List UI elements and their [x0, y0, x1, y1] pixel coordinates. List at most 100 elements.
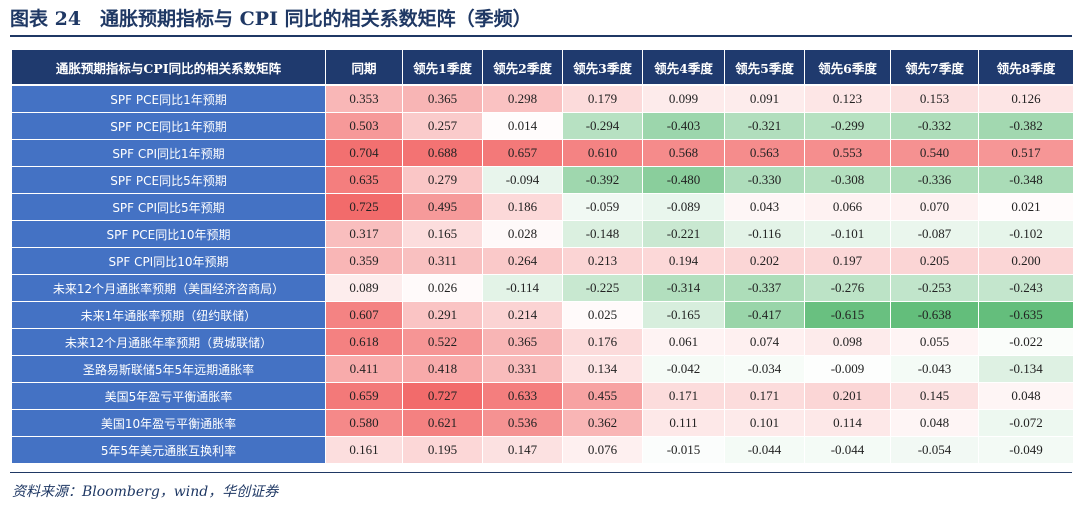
- correlation-cell: 0.522: [403, 329, 483, 356]
- corner-header: 通胀预期指标与CPI同比的相关系数矩阵: [12, 50, 326, 86]
- correlation-cell: 0.195: [403, 437, 483, 464]
- correlation-cell: 0.171: [643, 383, 725, 410]
- table-row: 未来12个月通胀率预期（美国经济咨商局） 0.089 0.026 -0.114 -0.2…: [12, 275, 1074, 302]
- row-label: SPF PCE同比5年预期: [12, 167, 326, 194]
- correlation-cell: -0.015: [643, 437, 725, 464]
- correlation-cell: -0.043: [891, 356, 979, 383]
- correlation-cell: -0.243: [979, 275, 1074, 302]
- table-body: SPF PCE同比1年预期 0.353 0.365 0.298 0.179 0.099 0.…: [12, 86, 1074, 464]
- correlation-cell: 0.362: [563, 410, 643, 437]
- table-row: 美国10年盈亏平衡通胀率 0.580 0.621 0.536 0.362 0.111 0.1…: [12, 410, 1074, 437]
- correlation-cell: -0.308: [805, 167, 891, 194]
- row-label: 圣路易斯联储5年5年远期通胀率: [12, 356, 326, 383]
- correlation-cell: 0.688: [403, 140, 483, 167]
- correlation-cell: 0.176: [563, 329, 643, 356]
- correlation-cell: -0.253: [891, 275, 979, 302]
- correlation-cell: 0.101: [725, 410, 805, 437]
- correlation-cell: 0.043: [725, 194, 805, 221]
- correlation-cell: 0.455: [563, 383, 643, 410]
- correlation-cell: 0.070: [891, 194, 979, 221]
- correlation-cell: 0.503: [326, 113, 403, 140]
- correlation-cell: -0.114: [483, 275, 563, 302]
- correlation-cell: 0.365: [403, 86, 483, 113]
- row-label: 美国10年盈亏平衡通胀率: [12, 410, 326, 437]
- correlation-cell: 0.553: [805, 140, 891, 167]
- correlation-cell: -0.044: [725, 437, 805, 464]
- correlation-cell: 0.048: [891, 410, 979, 437]
- table-row: 未来12个月通胀年率预期（费城联储） 0.618 0.522 0.365 0.176 0.…: [12, 329, 1074, 356]
- correlation-cell: -0.321: [725, 113, 805, 140]
- column-header: 领先3季度: [563, 50, 643, 86]
- table-row: SPF PCE同比5年预期 0.635 0.279 -0.094 -0.392 -0.48…: [12, 167, 1074, 194]
- correlation-cell: -0.330: [725, 167, 805, 194]
- source-divider: [10, 472, 1072, 473]
- correlation-cell: 0.091: [725, 86, 805, 113]
- correlation-cell: 0.061: [643, 329, 725, 356]
- correlation-cell: -0.348: [979, 167, 1074, 194]
- correlation-cell: -0.087: [891, 221, 979, 248]
- correlation-cell: 0.353: [326, 86, 403, 113]
- correlation-cell: -0.022: [979, 329, 1074, 356]
- correlation-cell: 0.517: [979, 140, 1074, 167]
- row-label: SPF CPI同比5年预期: [12, 194, 326, 221]
- correlation-cell: -0.392: [563, 167, 643, 194]
- correlation-cell: 0.165: [403, 221, 483, 248]
- correlation-cell: -0.221: [643, 221, 725, 248]
- correlation-cell: 0.028: [483, 221, 563, 248]
- correlation-cell: 0.126: [979, 86, 1074, 113]
- correlation-cell: 0.657: [483, 140, 563, 167]
- correlation-cell: -0.403: [643, 113, 725, 140]
- correlation-cell: 0.635: [326, 167, 403, 194]
- correlation-cell: -0.294: [563, 113, 643, 140]
- correlation-cell: -0.054: [891, 437, 979, 464]
- correlation-cell: 0.076: [563, 437, 643, 464]
- correlation-cell: 0.055: [891, 329, 979, 356]
- correlation-cell: 0.089: [326, 275, 403, 302]
- correlation-cell: 0.066: [805, 194, 891, 221]
- correlation-cell: 0.704: [326, 140, 403, 167]
- column-header: 领先7季度: [891, 50, 979, 86]
- correlation-cell: -0.102: [979, 221, 1074, 248]
- row-label: 未来12个月通胀年率预期（费城联储）: [12, 329, 326, 356]
- correlation-cell: 0.205: [891, 248, 979, 275]
- correlation-cell: 0.145: [891, 383, 979, 410]
- correlation-cell: -0.276: [805, 275, 891, 302]
- correlation-cell: 0.123: [805, 86, 891, 113]
- correlation-cell: 0.291: [403, 302, 483, 329]
- correlation-cell: 0.200: [979, 248, 1074, 275]
- correlation-cell: -0.337: [725, 275, 805, 302]
- correlation-cell: 0.607: [326, 302, 403, 329]
- correlation-cell: 0.359: [326, 248, 403, 275]
- row-label: 美国5年盈亏平衡通胀率: [12, 383, 326, 410]
- correlation-cell: 0.179: [563, 86, 643, 113]
- correlation-cell: 0.147: [483, 437, 563, 464]
- figure-title: 图表 24 通胀预期指标与 CPI 同比的相关系数矩阵（季频）: [10, 8, 532, 30]
- correlation-cell: -0.049: [979, 437, 1074, 464]
- row-label: SPF CPI同比10年预期: [12, 248, 326, 275]
- table-row: SPF CPI同比1年预期 0.704 0.688 0.657 0.610 0.568 0.…: [12, 140, 1074, 167]
- correlation-cell: 0.214: [483, 302, 563, 329]
- source-note: 资料来源：Bloomberg，wind，华创证券: [12, 484, 279, 500]
- correlation-cell: 0.540: [891, 140, 979, 167]
- correlation-cell: 0.114: [805, 410, 891, 437]
- correlation-cell: 0.331: [483, 356, 563, 383]
- column-header: 领先8季度: [979, 50, 1074, 86]
- correlation-cell: 0.098: [805, 329, 891, 356]
- correlation-cell: 0.659: [326, 383, 403, 410]
- correlation-matrix-table: 通胀预期指标与CPI同比的相关系数矩阵 同期 领先1季度 领先2季度 领先3季度 领先4…: [12, 50, 1074, 464]
- column-header: 领先1季度: [403, 50, 483, 86]
- correlation-cell: -0.299: [805, 113, 891, 140]
- row-label: SPF PCE同比10年预期: [12, 221, 326, 248]
- correlation-cell: 0.298: [483, 86, 563, 113]
- correlation-cell: 0.074: [725, 329, 805, 356]
- correlation-cell: -0.314: [643, 275, 725, 302]
- correlation-cell: 0.580: [326, 410, 403, 437]
- correlation-cell: 0.161: [326, 437, 403, 464]
- column-header: 领先4季度: [643, 50, 725, 86]
- correlation-cell: 0.536: [483, 410, 563, 437]
- correlation-cell: 0.725: [326, 194, 403, 221]
- row-label: SPF CPI同比1年预期: [12, 140, 326, 167]
- correlation-cell: 0.201: [805, 383, 891, 410]
- correlation-cell: -0.042: [643, 356, 725, 383]
- correlation-cell: -0.116: [725, 221, 805, 248]
